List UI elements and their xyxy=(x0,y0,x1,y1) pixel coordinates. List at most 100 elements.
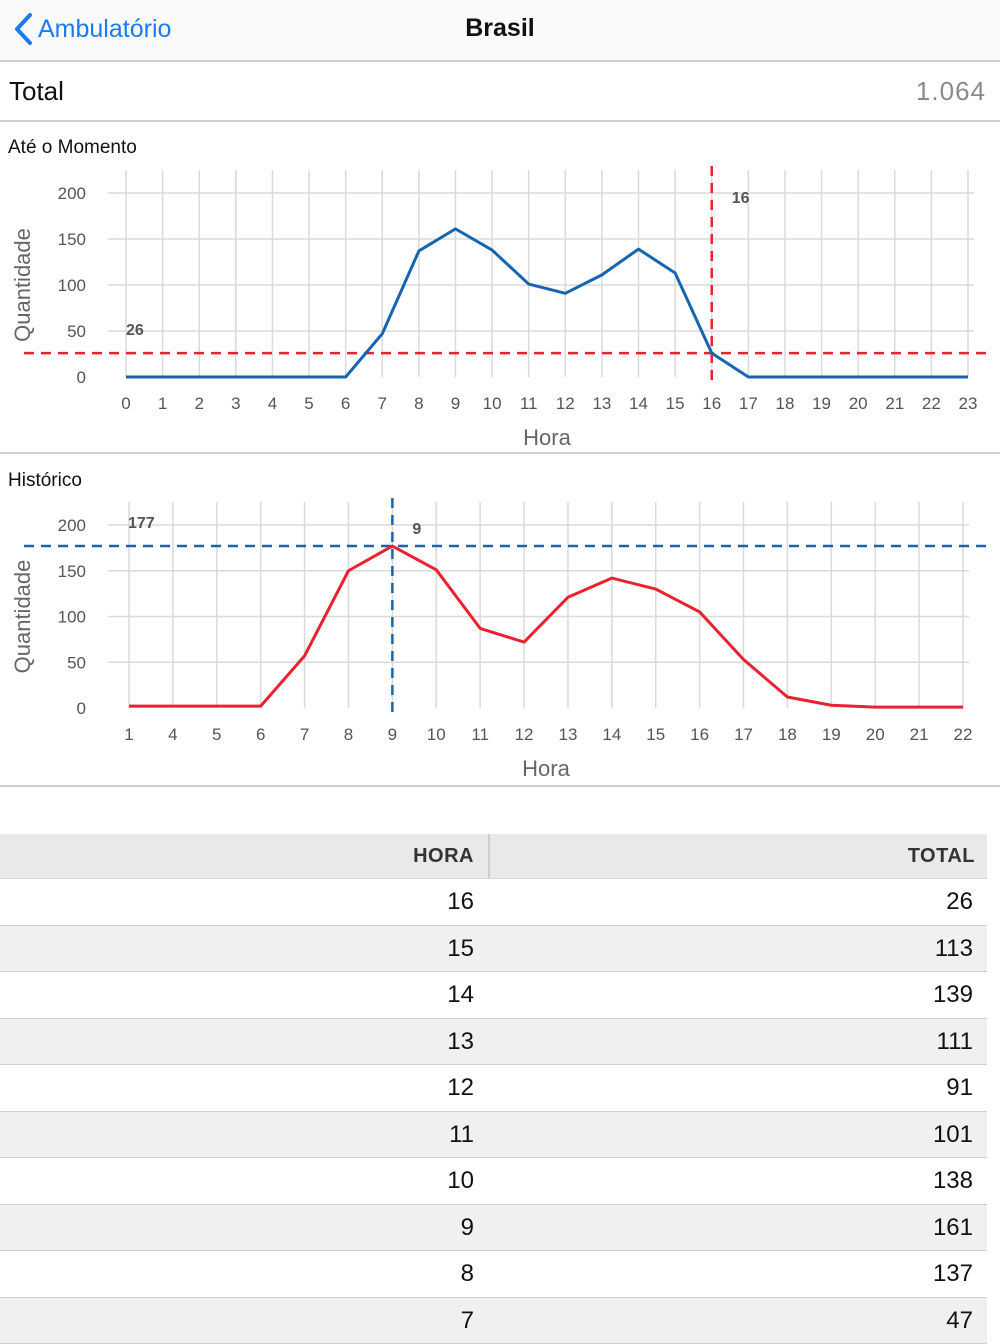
reference-line-horizontal-label: 177 xyxy=(128,515,155,532)
y-tick-label: 50 xyxy=(67,653,86,672)
x-axis-title: Hora xyxy=(523,425,571,450)
y-tick-label: 150 xyxy=(58,562,86,581)
x-tick-label: 16 xyxy=(702,394,721,413)
navigation-bar: Ambulatório Brasil xyxy=(0,0,1000,62)
x-tick-label: 15 xyxy=(646,725,665,744)
x-tick-label: 14 xyxy=(629,394,648,413)
x-tick-label: 17 xyxy=(739,394,758,413)
x-tick-label: 6 xyxy=(256,725,265,744)
cell-hora: 16 xyxy=(0,879,488,925)
x-tick-label: 21 xyxy=(910,725,929,744)
x-tick-label: 11 xyxy=(520,394,538,413)
x-tick-label: 14 xyxy=(602,725,621,744)
reference-line-vertical-label: 16 xyxy=(732,190,750,207)
y-tick-label: 150 xyxy=(58,230,86,249)
cell-total: 138 xyxy=(488,1158,987,1204)
x-tick-label: 6 xyxy=(341,394,350,413)
x-axis-title: Hora xyxy=(522,756,570,781)
x-tick-label: 2 xyxy=(194,394,203,413)
cell-hora: 13 xyxy=(0,1019,488,1065)
x-tick-label: 17 xyxy=(734,725,753,744)
y-tick-label: 100 xyxy=(58,608,86,627)
x-tick-label: 10 xyxy=(483,394,502,413)
y-tick-label: 0 xyxy=(77,368,86,387)
y-tick-label: 100 xyxy=(58,276,86,295)
x-tick-label: 20 xyxy=(849,394,868,413)
y-axis-title: Quantidade xyxy=(10,560,35,674)
cell-hora: 7 xyxy=(0,1298,488,1344)
x-tick-label: 9 xyxy=(388,725,397,744)
reference-line-horizontal-label: 26 xyxy=(126,322,144,339)
cell-total: 111 xyxy=(488,1019,987,1065)
y-tick-label: 200 xyxy=(58,184,86,203)
series-line xyxy=(126,229,968,377)
x-tick-label: 10 xyxy=(427,725,446,744)
x-tick-label: 23 xyxy=(959,394,978,413)
page-title: Brasil xyxy=(0,14,1000,43)
table-header: HORA TOTAL xyxy=(0,834,987,879)
cell-total: 26 xyxy=(488,879,987,925)
x-tick-label: 7 xyxy=(378,394,387,413)
y-tick-label: 200 xyxy=(58,516,86,535)
cell-hora: 11 xyxy=(0,1112,488,1158)
x-tick-label: 13 xyxy=(592,394,611,413)
cell-hora: 15 xyxy=(0,926,488,972)
divider xyxy=(0,452,1000,454)
y-tick-label: 0 xyxy=(77,699,86,718)
reference-line-vertical-label: 9 xyxy=(412,521,421,538)
x-tick-label: 5 xyxy=(212,725,221,744)
cell-total: 139 xyxy=(488,972,987,1018)
x-tick-label: 1 xyxy=(124,725,133,744)
x-tick-label: 22 xyxy=(954,725,973,744)
x-tick-label: 5 xyxy=(304,394,313,413)
cell-total: 47 xyxy=(488,1298,987,1344)
total-row: Total 1.064 xyxy=(0,62,1000,122)
x-tick-label: 7 xyxy=(300,725,309,744)
x-tick-label: 8 xyxy=(344,725,353,744)
x-tick-label: 0 xyxy=(121,394,130,413)
x-tick-label: 20 xyxy=(866,725,885,744)
x-tick-label: 21 xyxy=(885,394,904,413)
x-tick-label: 12 xyxy=(515,725,534,744)
x-tick-label: 3 xyxy=(231,394,240,413)
column-header-hora[interactable]: HORA xyxy=(0,834,490,878)
cell-total: 101 xyxy=(488,1112,987,1158)
cell-hora: 14 xyxy=(0,972,488,1018)
x-tick-label: 4 xyxy=(168,725,177,744)
total-label: Total xyxy=(9,76,64,107)
cell-hora: 10 xyxy=(0,1158,488,1204)
x-tick-label: 15 xyxy=(666,394,685,413)
x-tick-label: 18 xyxy=(778,725,797,744)
x-tick-label: 22 xyxy=(922,394,941,413)
x-tick-label: 1 xyxy=(158,394,167,413)
chart-2-title: Histórico xyxy=(8,470,82,492)
x-tick-label: 9 xyxy=(451,394,460,413)
x-tick-label: 11 xyxy=(471,725,489,744)
chart-1-title: Até o Momento xyxy=(8,137,137,159)
cell-total: 137 xyxy=(488,1251,987,1297)
column-header-total[interactable]: TOTAL xyxy=(490,834,987,878)
cell-hora: 8 xyxy=(0,1251,488,1297)
divider xyxy=(0,785,1000,787)
cell-hora: 12 xyxy=(0,1065,488,1111)
y-tick-label: 50 xyxy=(67,322,86,341)
x-tick-label: 19 xyxy=(822,725,841,744)
cell-hora: 9 xyxy=(0,1205,488,1251)
cell-total: 113 xyxy=(488,926,987,972)
x-tick-label: 18 xyxy=(775,394,794,413)
x-tick-label: 13 xyxy=(558,725,577,744)
